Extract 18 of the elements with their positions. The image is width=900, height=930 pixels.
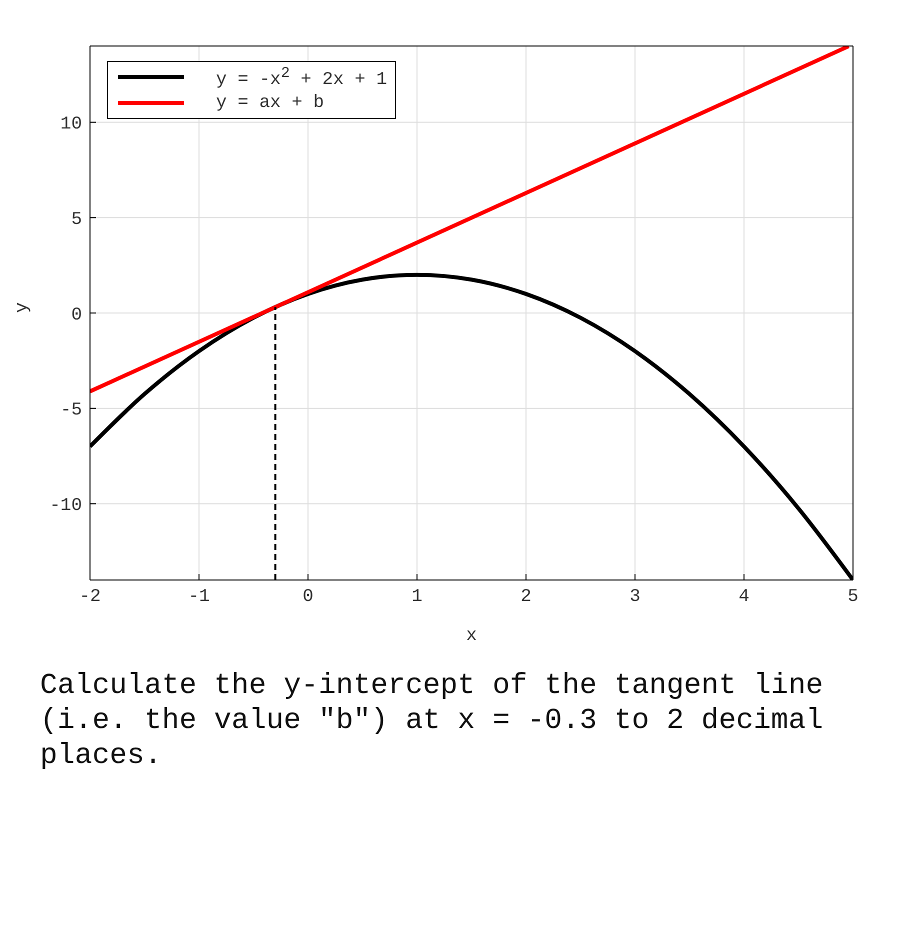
x-tick-label: 0 [302, 586, 314, 607]
legend-label: y = ax + b [216, 93, 324, 113]
x-tick-label: 2 [520, 586, 532, 607]
legend-label: y = -x$^{2}$ + 2x + 1 [216, 64, 388, 90]
x-tick-label: 4 [738, 586, 750, 607]
y-tick-label: 10 [60, 114, 82, 135]
y-axis-title: y [12, 302, 32, 313]
text: Calculate the y-intercept of the tangent line (i.e. the value "b") at x = -0.3 to 2 decimal places. [40, 668, 824, 773]
y-tick-label: 0 [71, 305, 82, 326]
y-tick-label: -5 [60, 400, 82, 421]
y-tick-label: 5 [71, 210, 82, 230]
x-tick-label: -1 [188, 586, 210, 607]
x-tick-label: -2 [79, 586, 101, 607]
x-tick-label: 1 [412, 586, 422, 607]
x-axis-title: x [466, 626, 477, 646]
x-tick-label: 3 [630, 586, 640, 607]
y-tick-label: -10 [50, 496, 82, 516]
x-tick-label: 5 [848, 586, 858, 607]
